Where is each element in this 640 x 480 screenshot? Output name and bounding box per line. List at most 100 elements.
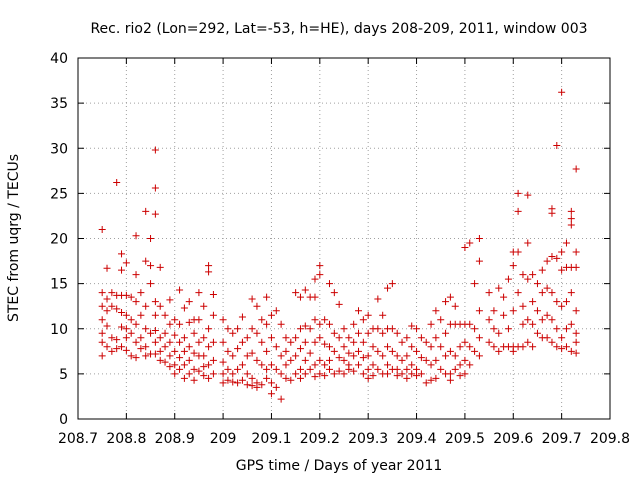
data-point: [180, 374, 188, 382]
data-point: [156, 347, 164, 355]
data-point: [205, 343, 213, 351]
data-point: [393, 365, 401, 373]
data-point: [548, 289, 556, 297]
data-point: [524, 338, 532, 346]
data-point: [456, 372, 464, 380]
data-point: [408, 322, 416, 330]
data-point: [553, 343, 561, 351]
data-point: [151, 298, 159, 306]
data-point: [176, 365, 184, 373]
data-point: [572, 248, 580, 256]
x-tick-label: 209.2: [300, 431, 340, 447]
data-point: [355, 361, 363, 369]
data-point: [393, 352, 401, 360]
data-point: [205, 325, 213, 333]
data-point: [548, 253, 556, 261]
data-point: [171, 331, 179, 339]
data-point: [509, 262, 517, 270]
y-tick-label: 0: [59, 412, 68, 428]
data-point: [340, 370, 348, 378]
data-point: [127, 293, 135, 301]
x-tick-label: 209.7: [542, 431, 582, 447]
data-point: [413, 347, 421, 355]
data-point: [238, 376, 246, 384]
data-point: [374, 365, 382, 373]
data-point: [403, 334, 411, 342]
data-point: [151, 311, 159, 319]
data-point: [567, 289, 575, 297]
data-point: [398, 356, 406, 364]
data-point: [108, 289, 116, 297]
data-point: [567, 320, 575, 328]
x-tick-labels: 208.7 208.8 208.9 209 209.1 209.2 209.3 209.4 20…: [58, 431, 630, 447]
data-point: [514, 289, 522, 297]
data-point: [156, 302, 164, 310]
data-point: [364, 365, 372, 373]
data-point: [417, 354, 425, 362]
data-point: [379, 352, 387, 360]
x-tick-label: 209.6: [493, 431, 533, 447]
data-point: [292, 370, 300, 378]
data-point: [422, 379, 430, 387]
data-point: [118, 323, 126, 331]
data-point: [471, 347, 479, 355]
data-point: [529, 320, 537, 328]
data-point: [277, 370, 285, 378]
data-point: [311, 373, 319, 381]
data-point: [350, 367, 358, 375]
data-point: [432, 334, 440, 342]
data-point: [567, 221, 575, 229]
data-point: [427, 343, 435, 351]
data-point: [103, 264, 111, 272]
data-point: [398, 338, 406, 346]
data-point: [437, 343, 445, 351]
data-point: [340, 343, 348, 351]
data-point: [306, 325, 314, 333]
data-point: [529, 298, 537, 306]
data-point: [200, 302, 208, 310]
data-point: [195, 289, 203, 297]
data-point: [263, 347, 271, 355]
data-point: [427, 376, 435, 384]
data-point: [180, 304, 188, 312]
data-point: [316, 262, 324, 270]
data-point: [451, 302, 459, 310]
data-point: [103, 307, 111, 315]
x-tick-label: 208.8: [106, 431, 146, 447]
data-point: [446, 347, 454, 355]
data-point: [176, 338, 184, 346]
data-point: [553, 298, 561, 306]
data-point: [524, 239, 532, 247]
data-point: [209, 370, 217, 378]
data-point: [403, 365, 411, 373]
data-point: [296, 345, 304, 353]
data-point: [417, 334, 425, 342]
data-point: [224, 376, 232, 384]
data-point: [369, 361, 377, 369]
data-point: [475, 352, 483, 360]
data-point: [316, 334, 324, 342]
data-point: [335, 367, 343, 375]
data-point: [369, 372, 377, 380]
data-point: [200, 334, 208, 342]
data-point: [461, 244, 469, 252]
data-point: [466, 343, 474, 351]
data-point: [142, 207, 150, 215]
data-point: [461, 338, 469, 346]
data-point: [98, 352, 106, 360]
data-point: [408, 361, 416, 369]
data-point: [267, 379, 275, 387]
data-point: [161, 343, 169, 351]
data-point: [408, 370, 416, 378]
data-point: [147, 262, 155, 270]
data-point: [553, 142, 561, 150]
data-point: [108, 334, 116, 342]
data-point: [422, 338, 430, 346]
data-point: [524, 275, 532, 283]
data-point: [301, 356, 309, 364]
data-point: [98, 289, 106, 297]
data-point: [543, 311, 551, 319]
data-point: [118, 266, 126, 274]
data-point: [122, 291, 130, 299]
